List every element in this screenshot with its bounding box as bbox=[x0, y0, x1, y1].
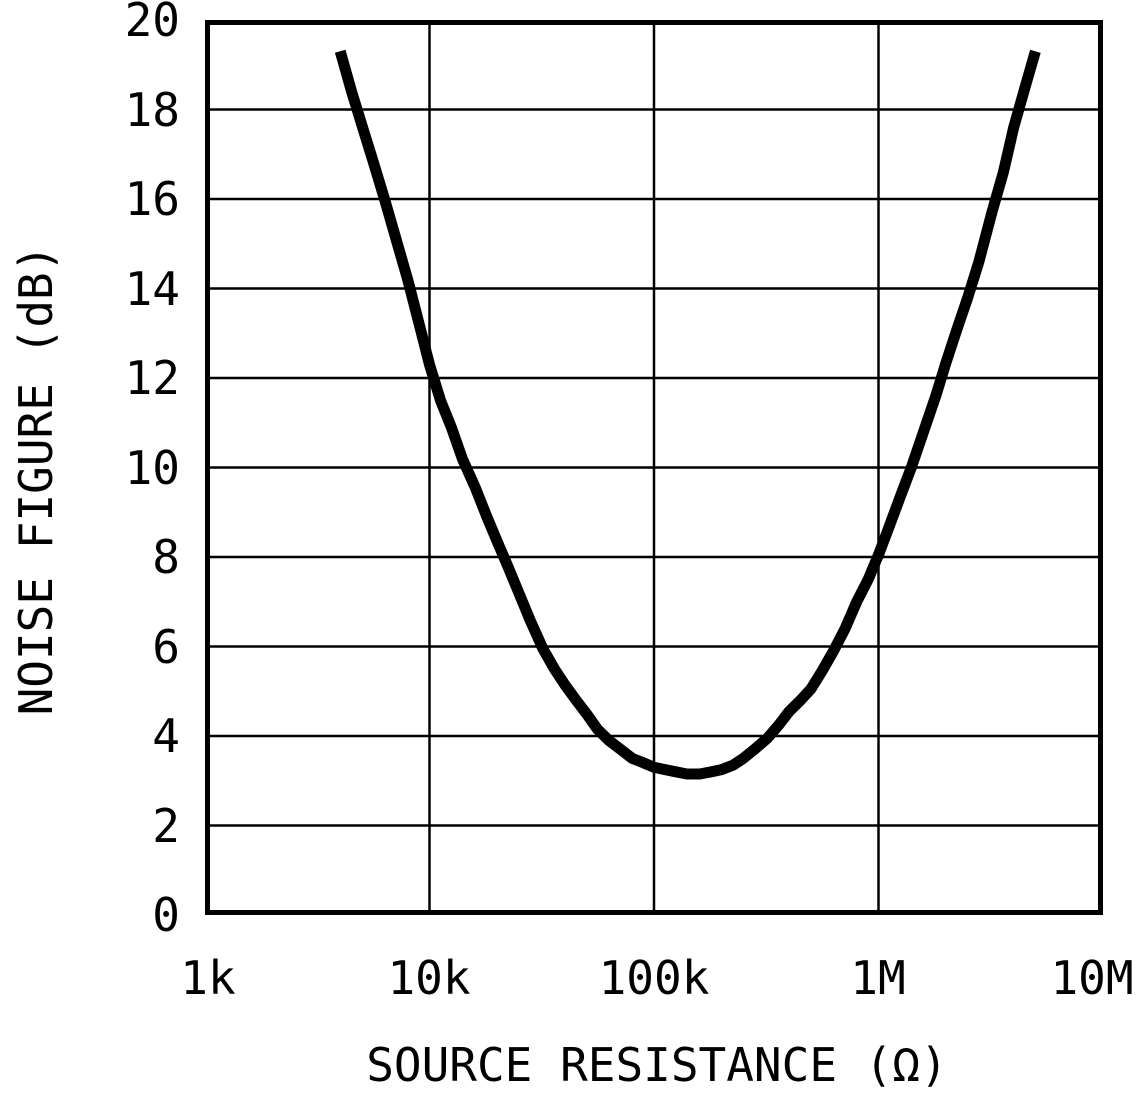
x-tick-label-10k: 10k bbox=[387, 951, 471, 1005]
y-tick-label-10: 10 bbox=[124, 441, 180, 495]
x-tick-label-10M: 10M bbox=[1050, 951, 1134, 1005]
y-tick-label-14: 14 bbox=[124, 262, 180, 316]
y-tick-label-4: 4 bbox=[152, 709, 180, 763]
x-tick-label-1M: 1M bbox=[850, 951, 906, 1005]
y-tick-label-20: 20 bbox=[124, 0, 180, 47]
plot-border bbox=[205, 20, 1103, 915]
x-tick-label-100k: 100k bbox=[598, 951, 710, 1005]
y-tick-label-6: 6 bbox=[152, 620, 180, 674]
plot-area bbox=[205, 20, 1103, 915]
y-tick-label-12: 12 bbox=[124, 351, 180, 405]
y-tick-label-2: 2 bbox=[152, 799, 180, 853]
y-tick-label-18: 18 bbox=[124, 83, 180, 137]
x-axis-title: SOURCE RESISTANCE (Ω) bbox=[366, 1038, 948, 1092]
y-tick-label-0: 0 bbox=[152, 888, 180, 942]
x-tick-label-1k: 1k bbox=[180, 951, 236, 1005]
y-tick-label-8: 8 bbox=[152, 530, 180, 584]
y-tick-label-16: 16 bbox=[124, 172, 180, 226]
noise-figure-curve bbox=[334, 49, 1041, 780]
